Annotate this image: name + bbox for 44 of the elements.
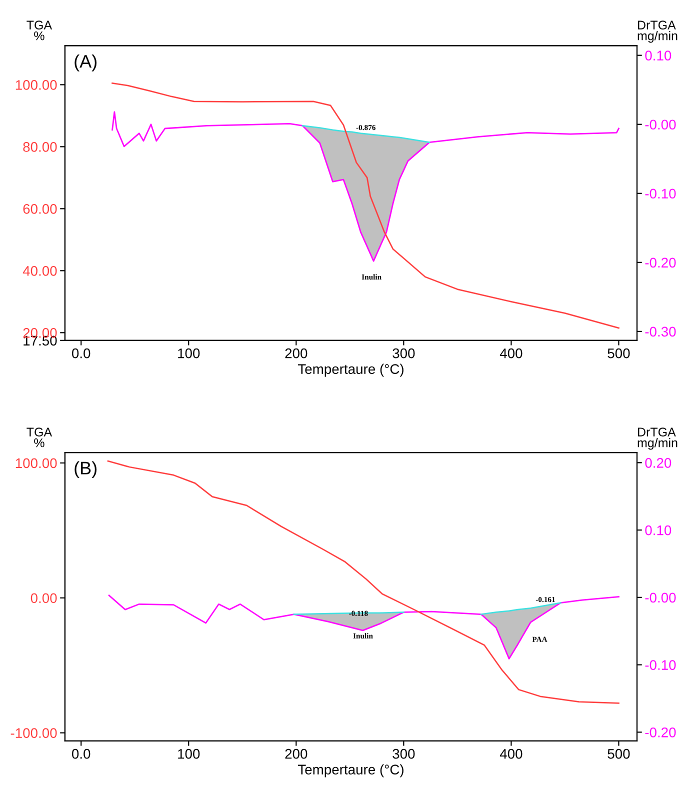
line-series — [107, 460, 620, 704]
x-tick-label: 100 — [178, 748, 200, 759]
y2-tick-label: -0.20 — [645, 728, 676, 738]
y2-tick-label: -0.10 — [645, 660, 676, 670]
y2-axis-title: DrTGA mg/min — [638, 428, 678, 450]
y2-tick-label: -0.20 — [645, 258, 676, 268]
y-axis-title: TGA % — [26, 20, 52, 40]
line-series — [112, 82, 620, 329]
y-tick-label: -100.00 — [10, 728, 57, 738]
y2-axis-title: DrTGA mg/min — [638, 20, 678, 43]
x-tick-label: 200 — [285, 748, 308, 759]
y2-tick-label: 0.10 — [645, 50, 672, 60]
y-tick-label: 0.00 — [30, 593, 57, 604]
annotation: (A) — [74, 54, 96, 72]
y2-tick-label: -0.10 — [645, 188, 676, 199]
y2-tick-label: 0.10 — [645, 525, 672, 536]
x-axis-title: Tempertaure (°C) — [298, 364, 404, 377]
x-tick-label: 500 — [608, 348, 630, 358]
y2-tick-label: -0.00 — [645, 120, 676, 130]
y-tick-label: 80.00 — [23, 142, 57, 152]
x-tick-label: 0.0 — [72, 348, 90, 358]
x-tick-label: 200 — [285, 348, 308, 358]
y2-tick-label: -0.00 — [645, 592, 676, 603]
y2-tick-label: -0.30 — [645, 326, 676, 337]
x-tick-label: 500 — [608, 748, 630, 759]
line-series — [112, 111, 620, 262]
x-tick-label: 0.0 — [72, 748, 90, 759]
y-tick-label: 100.00 — [16, 80, 57, 90]
line-series — [302, 125, 430, 143]
y-axis-title: TGA % — [26, 428, 52, 448]
y2-tick-label: 0.20 — [645, 458, 672, 468]
x-axis-title: Tempertaure (°C) — [298, 764, 404, 778]
x-tick-label: 400 — [500, 348, 522, 358]
y-tick-label: 20.00 — [23, 328, 57, 338]
line-series — [480, 602, 562, 615]
annotation: (B) — [74, 461, 96, 478]
x-tick-label: 400 — [500, 748, 522, 759]
y-tick-label: 40.00 — [22, 266, 57, 276]
y-tick-label: 100.00 — [16, 458, 57, 468]
y-tick-label: 60.00 — [23, 204, 57, 214]
x-tick-label: 300 — [392, 348, 415, 358]
x-tick-label: 300 — [392, 748, 415, 759]
line-series — [108, 594, 620, 660]
x-tick-label: 100 — [178, 348, 200, 358]
